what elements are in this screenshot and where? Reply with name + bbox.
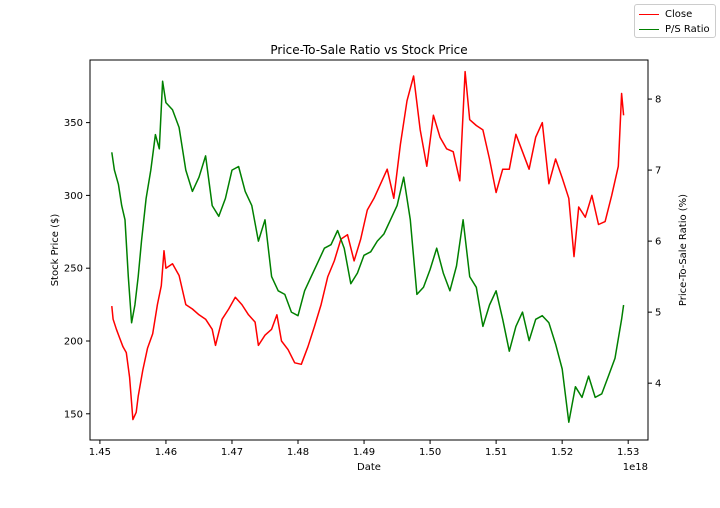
y-left-tick-label: 200: [64, 336, 83, 347]
x-tick-label: 1.49: [353, 447, 375, 458]
x-axis-label: Date: [357, 462, 381, 473]
legend-swatch-close: [639, 14, 659, 15]
x-axis-offset-label: 1e18: [623, 462, 648, 473]
legend-item-ps-ratio: P/S Ratio: [639, 22, 711, 37]
x-tick-label: 1.52: [551, 447, 573, 458]
y-right-tick-label: 7: [655, 166, 661, 177]
close-price-line: [111, 70, 625, 421]
x-axis-ticks: 1.45 1.46 1.47 1.48 1.49 1.50 1.51 1.52 1.53: [89, 440, 639, 458]
y-right-axis-label: Price-To-Sale Ratio (%): [678, 194, 689, 306]
x-tick-label: 1.51: [485, 447, 507, 458]
y-right-tick-label: 6: [655, 237, 661, 248]
ps-ratio-line: [111, 80, 625, 423]
legend-item-close: Close: [639, 7, 711, 22]
y-left-tick-label: 150: [64, 409, 83, 420]
y-left-axis-label: Stock Price ($): [50, 214, 61, 287]
x-tick-label: 1.45: [89, 447, 111, 458]
y-right-tick-label: 4: [655, 379, 661, 390]
legend-swatch-ps-ratio: [639, 29, 659, 30]
y-right-tick-label: 8: [655, 95, 661, 106]
y-right-tick-label: 5: [655, 308, 661, 319]
y-right-axis-ticks: 4 5 6 7 8: [648, 95, 661, 390]
x-tick-label: 1.53: [617, 447, 639, 458]
plot-frame: [89, 59, 649, 441]
legend: Close P/S Ratio: [634, 4, 716, 38]
x-tick-label: 1.50: [419, 447, 441, 458]
chart-title: Price-To-Sale Ratio vs Stock Price: [270, 43, 467, 57]
y-left-tick-label: 350: [64, 118, 83, 129]
legend-label-ps-ratio: P/S Ratio: [665, 24, 710, 35]
legend-label-close: Close: [665, 9, 693, 20]
y-left-axis-ticks: 150 200 250 300 350: [64, 118, 90, 420]
series-layer: [111, 70, 625, 423]
y-left-tick-label: 300: [64, 191, 83, 202]
x-tick-label: 1.48: [287, 447, 309, 458]
x-tick-label: 1.47: [221, 447, 243, 458]
y-left-tick-label: 250: [64, 264, 83, 275]
x-tick-label: 1.46: [155, 447, 177, 458]
